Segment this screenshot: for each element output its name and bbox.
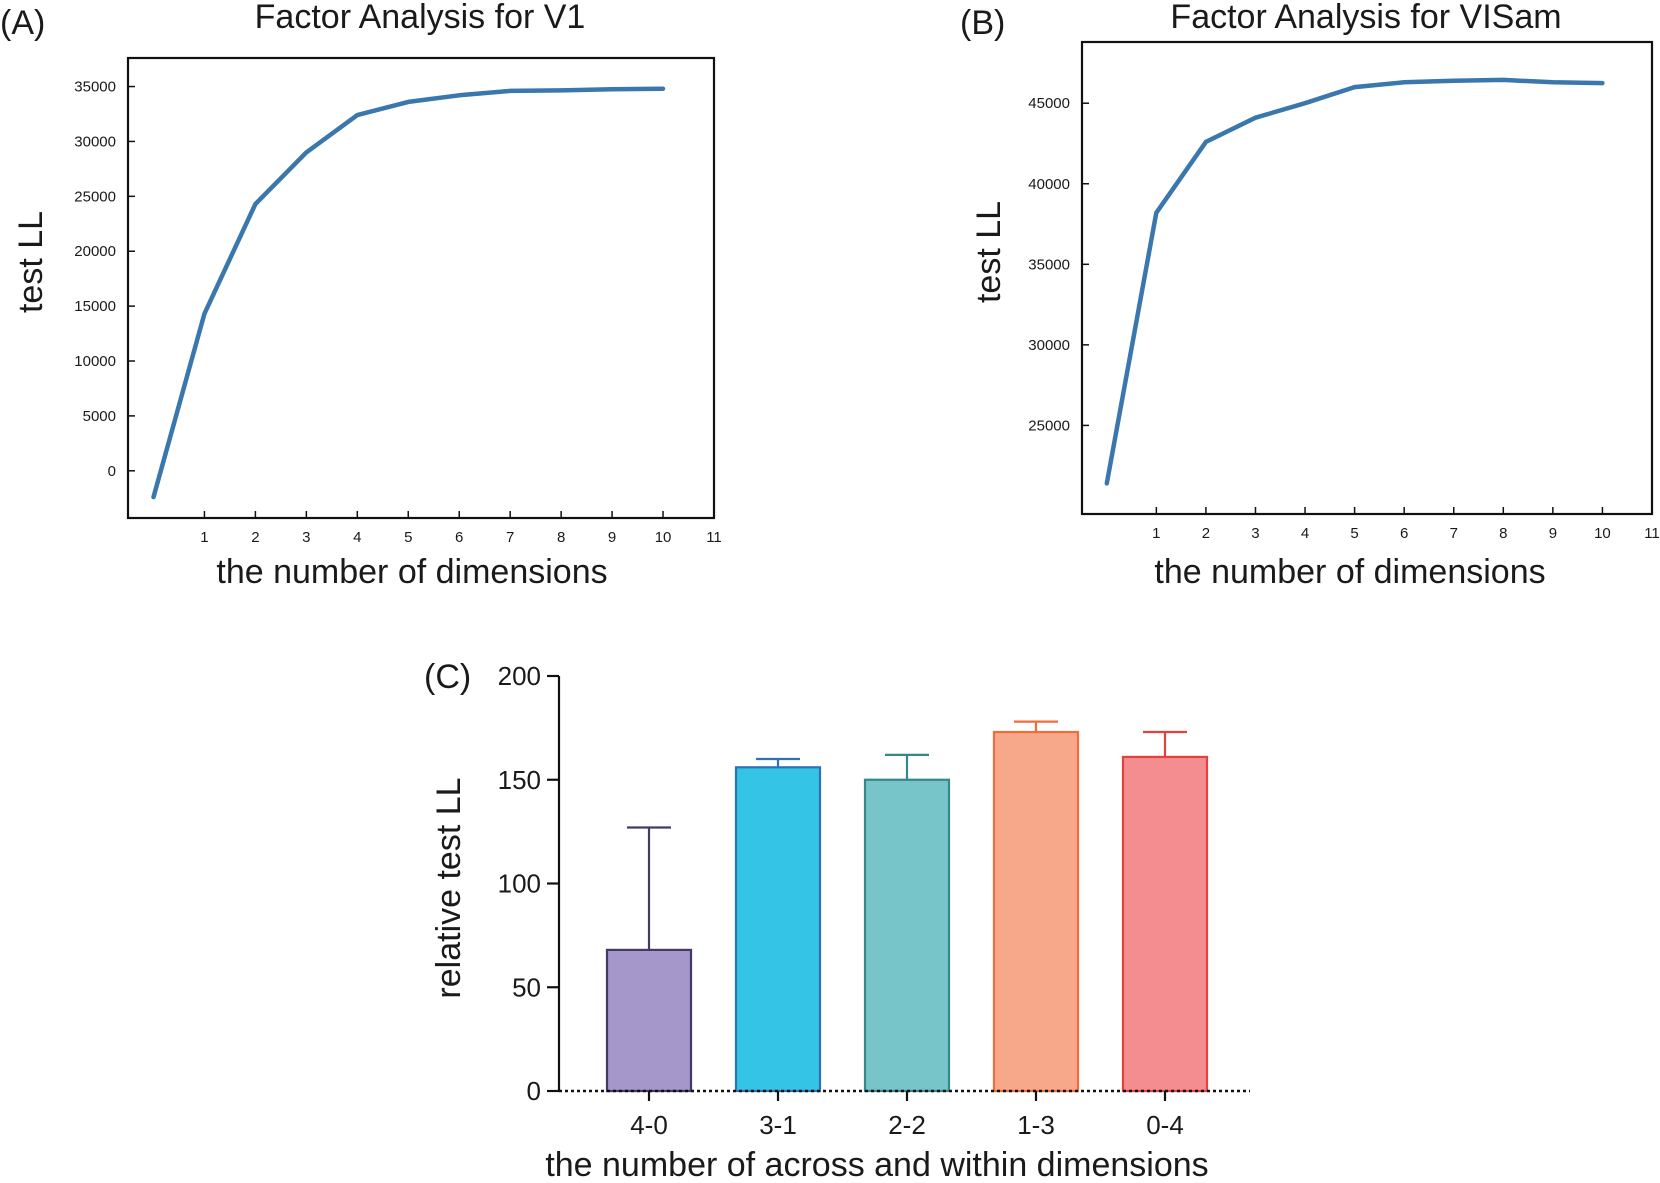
- panel-a-y-ticks: 0 5000 10000 15000 20000 25000 30000 35000: [74, 79, 135, 480]
- y-tick-label: 35000: [74, 79, 116, 96]
- x-tick-label: 5: [1350, 525, 1358, 542]
- panel-b-x-axis-label: the number of dimensions: [1154, 553, 1545, 591]
- panel-a-x-ticks: 1 2 3 4 5 6 7 8 9 10 11: [200, 511, 722, 546]
- panel-b-label: (B): [960, 4, 1005, 42]
- panel-a-x-axis-label: the number of dimensions: [216, 553, 607, 591]
- y-tick-label: 5000: [83, 408, 116, 425]
- y-tick-label: 0: [527, 1076, 541, 1106]
- panel-a-series-line: [151, 86, 666, 500]
- x-tick-label: 2-2: [888, 1110, 926, 1140]
- panel-c-label: (C): [424, 658, 471, 696]
- y-tick-label: 50: [512, 972, 541, 1002]
- x-tick-label: 0-4: [1146, 1110, 1184, 1140]
- x-tick-label: 4: [1301, 525, 1309, 542]
- panel-a-line-chart: (A) Factor Analysis for V1 1 2 3 4 5 6 7 8 9 10 11…: [0, 0, 722, 591]
- y-tick-label: 25000: [74, 188, 116, 205]
- panel-a-y-axis-label: test LL: [12, 211, 50, 313]
- panel-b-x-ticks: 1 2 3 4 5 6 7 8 9 10 11: [1152, 507, 1660, 542]
- panel-c-bars: [605, 720, 1209, 1093]
- y-tick-label: 20000: [74, 243, 116, 260]
- bar-2-2: [863, 778, 951, 1093]
- panel-b-series-line: [1104, 77, 1605, 486]
- panel-a-plot-frame: [126, 56, 716, 520]
- y-tick-label: 150: [498, 765, 541, 795]
- bar-3-1: [734, 766, 822, 1093]
- x-tick-label: 6: [455, 529, 463, 546]
- y-tick-label: 30000: [74, 133, 116, 150]
- x-tick-label: 3-1: [759, 1110, 797, 1140]
- x-tick-label: 1: [1152, 525, 1160, 542]
- panel-a-title: Factor Analysis for V1: [255, 0, 586, 36]
- x-tick-label: 6: [1400, 525, 1408, 542]
- x-tick-label: 8: [557, 529, 565, 546]
- panel-c-bar-chart: (C) 0 50 100 150 200 4-0 3-1 2-2 1-3 0-4 the num…: [424, 658, 1250, 1183]
- panel-b-y-ticks: 25000 30000 35000 40000 45000: [1028, 95, 1089, 434]
- x-tick-label: 7: [1450, 525, 1458, 542]
- x-tick-label: 3: [1251, 525, 1259, 542]
- x-tick-label: 8: [1499, 525, 1507, 542]
- x-tick-label: 10: [1594, 525, 1611, 542]
- bar-4-0: [605, 948, 693, 1093]
- y-tick-label: 35000: [1028, 256, 1070, 273]
- x-tick-label: 11: [706, 529, 722, 546]
- y-tick-label: 0: [108, 463, 116, 480]
- panel-c-y-axis-label: relative test LL: [430, 777, 468, 998]
- x-tick-label: 2: [1202, 525, 1210, 542]
- y-tick-label: 200: [498, 661, 541, 691]
- x-tick-label: 10: [655, 529, 672, 546]
- x-tick-label: 5: [404, 529, 412, 546]
- x-tick-label: 9: [608, 529, 616, 546]
- y-tick-label: 30000: [1028, 337, 1070, 354]
- y-tick-label: 25000: [1028, 417, 1070, 434]
- x-tick-label: 3: [302, 529, 310, 546]
- x-tick-label: 2: [251, 529, 259, 546]
- y-tick-label: 100: [498, 869, 541, 899]
- y-tick-label: 40000: [1028, 176, 1070, 193]
- panel-a-label: (A): [0, 4, 45, 42]
- panel-b-title: Factor Analysis for VISam: [1170, 0, 1561, 36]
- panel-c-x-axis-label: the number of across and within dimensio…: [545, 1146, 1208, 1183]
- x-tick-label: 1-3: [1017, 1110, 1055, 1140]
- x-tick-label: 11: [1644, 525, 1660, 542]
- panel-b-plot-frame: [1080, 40, 1654, 516]
- bar-0-4: [1121, 755, 1209, 1093]
- y-tick-label: 15000: [74, 298, 116, 315]
- x-tick-label: 1: [200, 529, 208, 546]
- x-tick-label: 9: [1549, 525, 1557, 542]
- panel-c-y-ticks: 0 50 100 150 200: [498, 661, 559, 1106]
- y-tick-label: 10000: [74, 353, 116, 370]
- panel-b-y-axis-label: test LL: [970, 201, 1008, 303]
- panel-c-x-ticks: 4-0 3-1 2-2 1-3 0-4: [630, 1091, 1184, 1140]
- x-tick-label: 7: [506, 529, 514, 546]
- bar-1-3: [992, 730, 1080, 1093]
- x-tick-label: 4-0: [630, 1110, 668, 1140]
- x-tick-label: 4: [353, 529, 361, 546]
- y-tick-label: 45000: [1028, 95, 1070, 112]
